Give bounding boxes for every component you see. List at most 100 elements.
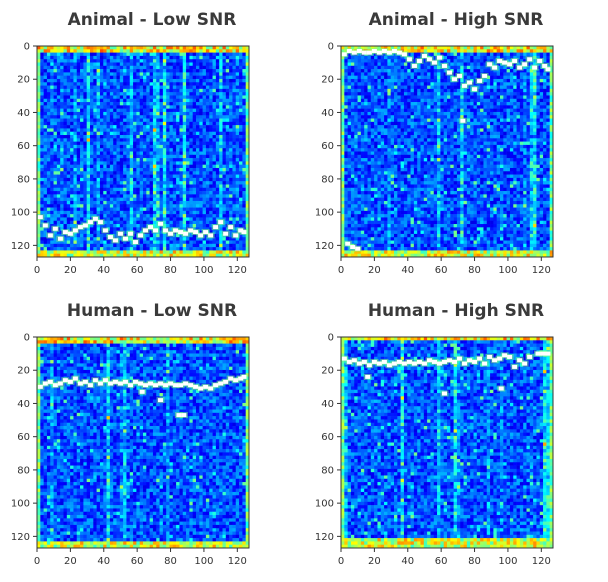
x-tick-label: 40	[97, 265, 110, 276]
marker-point	[482, 361, 488, 366]
marker-point	[361, 359, 367, 364]
x-tick-label: 60	[131, 265, 144, 276]
marker-point	[223, 231, 229, 236]
y-tick-label: 100	[11, 499, 30, 510]
x-tick-label: 80	[164, 556, 177, 567]
chart-title: Human - High SNR	[367, 301, 545, 321]
marker-point	[173, 228, 179, 233]
marker-point	[153, 228, 159, 233]
y-tick-label: 40	[321, 108, 334, 119]
chart-title: Animal - Low SNR	[67, 10, 237, 30]
marker-point	[117, 231, 123, 236]
marker-point	[193, 384, 199, 389]
marker-point	[497, 58, 503, 63]
marker-point	[540, 351, 546, 356]
marker-point	[77, 381, 83, 386]
marker-point	[341, 52, 347, 57]
marker-track	[37, 374, 247, 418]
marker-point	[431, 359, 437, 364]
y-tick-label: 100	[315, 208, 334, 219]
marker-point	[62, 378, 68, 383]
marker-point	[401, 52, 407, 57]
marker-point	[447, 70, 453, 75]
marker-point	[87, 220, 93, 225]
marker-point	[67, 379, 73, 384]
marker-point	[462, 361, 468, 366]
marker-point	[371, 48, 377, 53]
marker-point	[233, 378, 239, 383]
marker-point	[502, 353, 508, 358]
marker-point	[517, 358, 523, 363]
marker-point	[365, 374, 371, 379]
marker-point	[381, 359, 387, 364]
marker-point	[193, 230, 199, 235]
marker-point	[436, 55, 442, 60]
marker-point	[517, 65, 523, 70]
panel-animal-low-snr: Animal - Low SNR 0 20 40 60 80 100 120 0 20 40 60 8…	[0, 0, 304, 291]
marker-point	[527, 354, 533, 359]
y-tick-label: 120	[11, 532, 30, 543]
marker-point	[82, 379, 88, 384]
marker-point	[132, 240, 138, 245]
y-axis: 0 20 40 60 80 100 120	[315, 42, 341, 252]
marker-point	[472, 87, 478, 92]
marker-point	[97, 220, 103, 225]
marker-point	[213, 383, 219, 388]
marker-point	[532, 65, 538, 70]
marker-point	[492, 65, 498, 70]
marker-point	[208, 386, 214, 391]
marker-point	[72, 228, 78, 233]
y-axis: 0 20 40 60 80 100 120	[11, 333, 37, 543]
marker-point	[228, 376, 234, 381]
marker-point	[416, 359, 422, 364]
y-tick-label: 60	[321, 432, 334, 443]
marker-point	[507, 62, 513, 67]
x-tick-label: 0	[338, 556, 344, 567]
y-axis: 0 20 40 60 80 100 120	[315, 333, 341, 543]
marker-point	[127, 231, 133, 236]
x-tick-label: 120	[228, 556, 247, 567]
x-tick-label: 100	[194, 265, 213, 276]
y-tick-label: 0	[328, 333, 334, 344]
marker-point	[356, 361, 362, 366]
marker-point	[507, 354, 513, 359]
x-tick-label: 40	[97, 556, 110, 567]
marker-point	[441, 63, 447, 68]
marker-point	[452, 359, 458, 364]
marker-point	[431, 60, 437, 65]
marker-point	[67, 231, 73, 236]
y-tick-label: 60	[321, 141, 334, 152]
marker-point	[542, 63, 548, 68]
plot-frame	[36, 336, 250, 549]
marker-point	[512, 58, 518, 63]
y-tick-label: 80	[321, 465, 334, 476]
y-tick-label: 80	[321, 174, 334, 185]
y-tick-label: 40	[17, 399, 30, 410]
marker-point	[62, 230, 68, 235]
marker-point	[522, 361, 528, 366]
marker-point	[107, 235, 113, 240]
marker-point	[107, 381, 113, 386]
marker-point	[198, 386, 204, 391]
x-tick-label: 100	[194, 556, 213, 567]
marker-point	[497, 356, 503, 361]
marker-point	[346, 359, 352, 364]
y-tick-label: 100	[315, 499, 334, 510]
y-tick-label: 20	[17, 75, 30, 86]
spectrogram-chart: 0 20 40 60 80 100 120 0 20 40 60 80 100 120	[315, 42, 554, 276]
marker-point	[350, 245, 356, 250]
marker-point	[158, 381, 164, 386]
marker-point	[168, 381, 174, 386]
marker-point	[391, 361, 397, 366]
marker-point	[92, 216, 98, 221]
chart-title: Human - Low SNR	[66, 301, 238, 321]
y-tick-label: 0	[328, 42, 334, 53]
marker-point	[228, 225, 234, 230]
marker-point	[132, 379, 138, 384]
heatmap-cells	[37, 337, 250, 549]
marker-point	[198, 233, 204, 238]
marker-point	[406, 359, 412, 364]
x-tick-label: 20	[368, 265, 381, 276]
marker-point	[208, 233, 214, 238]
marker-point	[163, 228, 169, 233]
